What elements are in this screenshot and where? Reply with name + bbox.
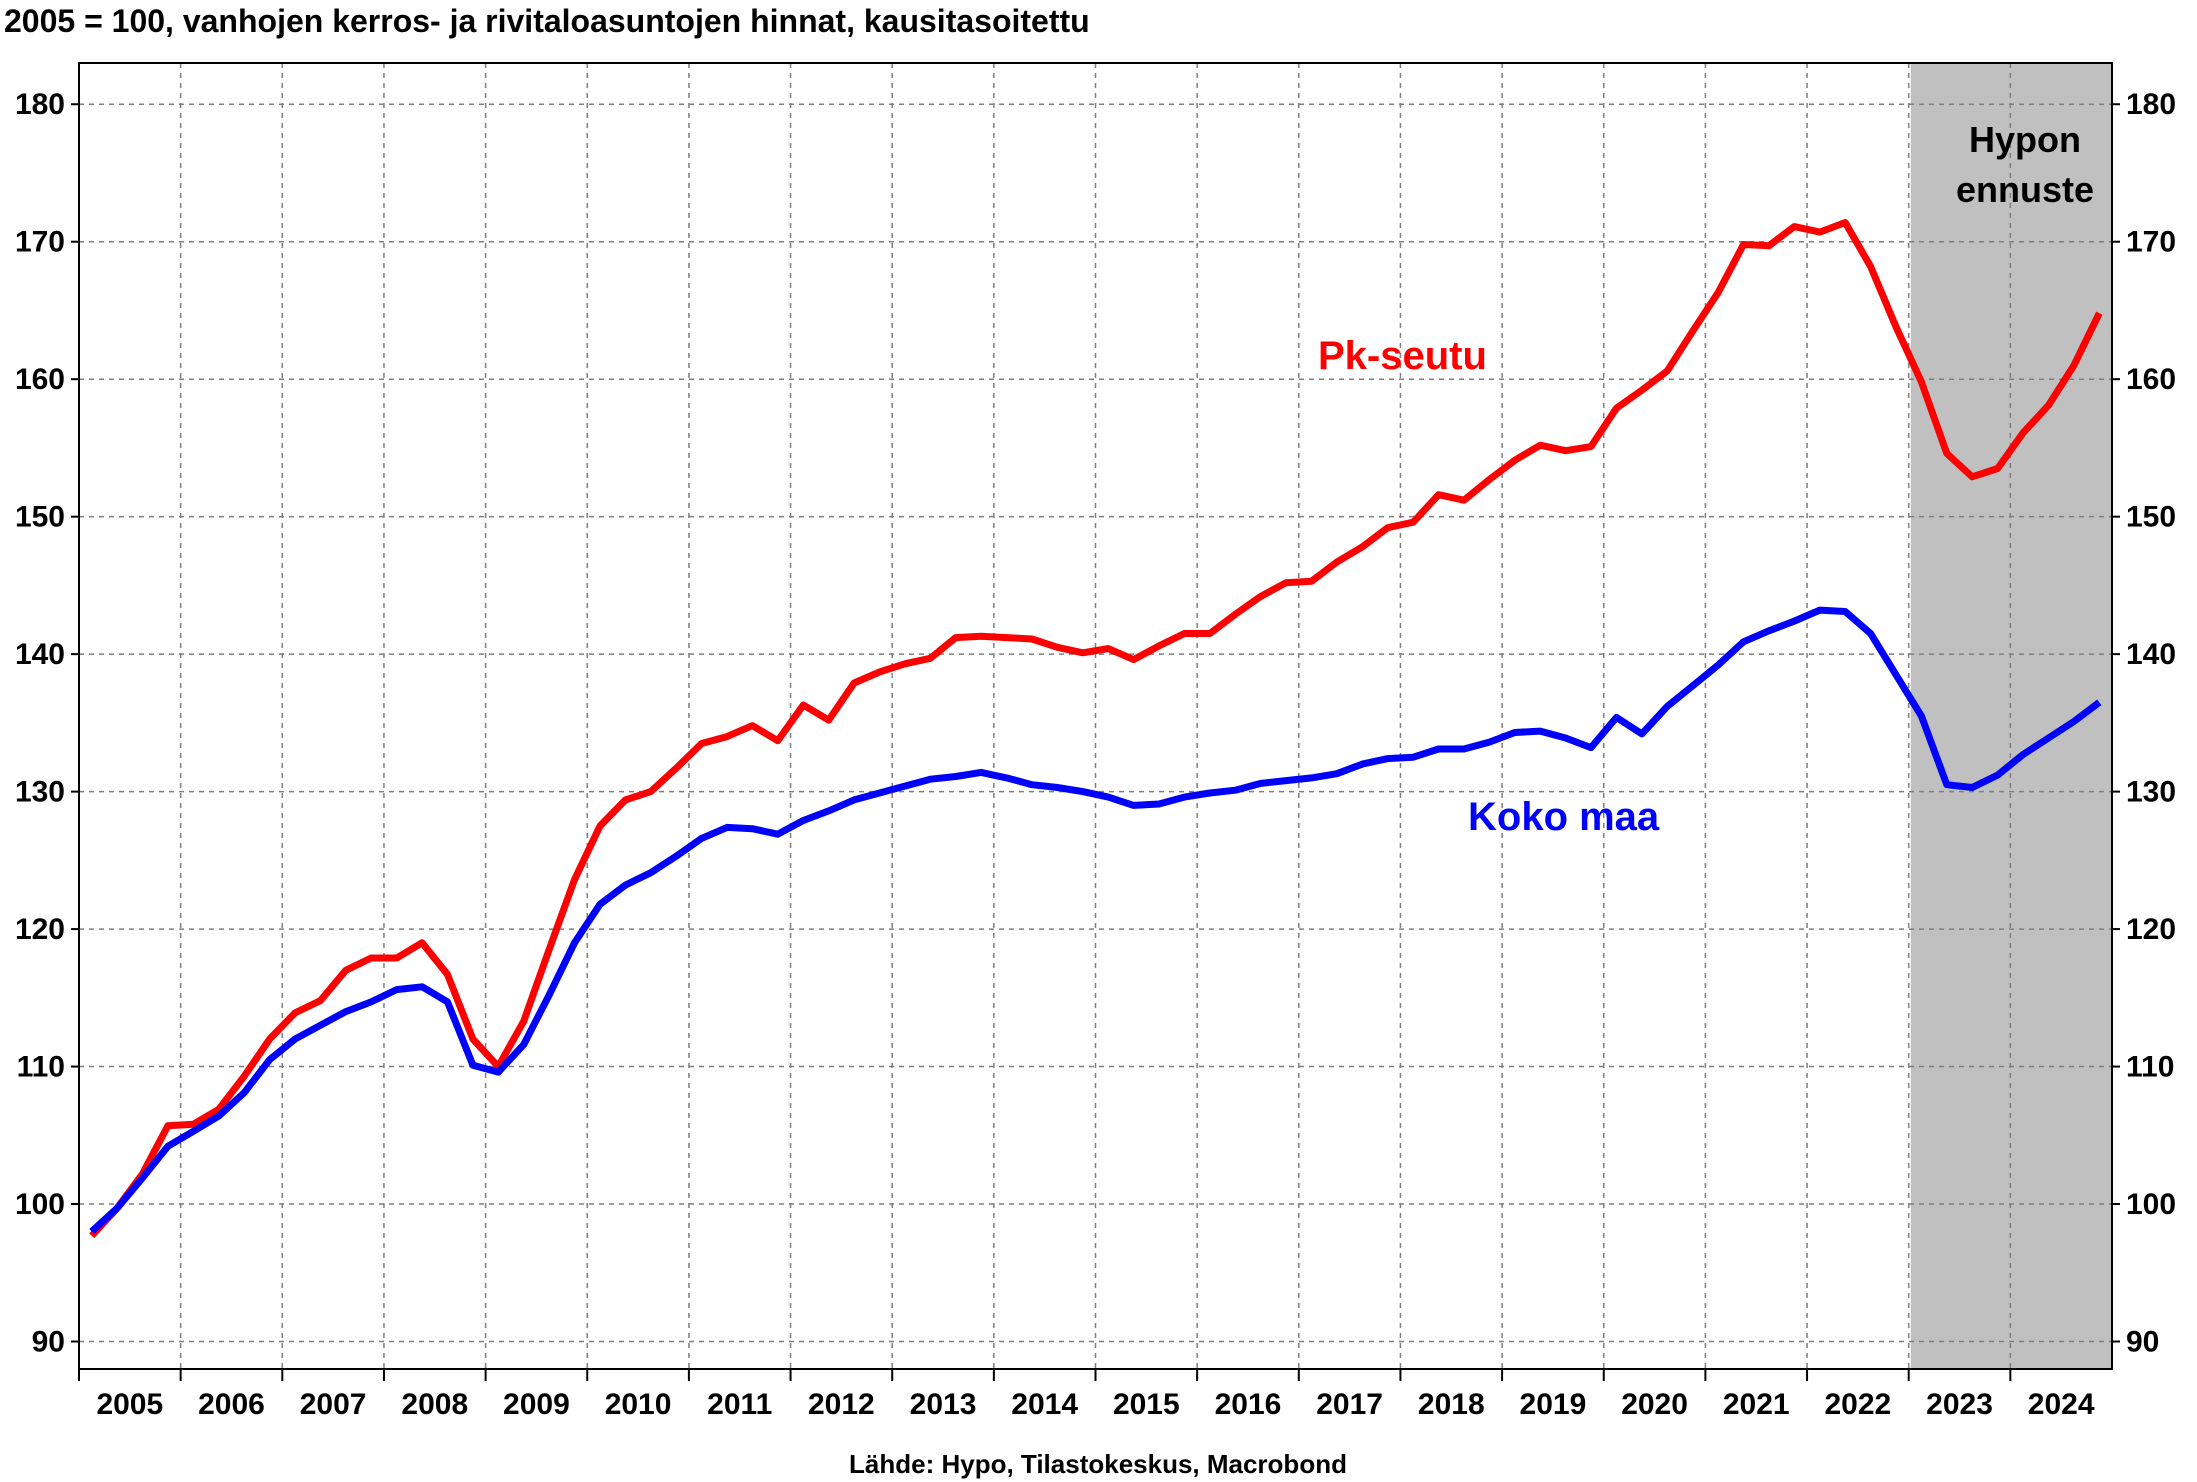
y-tick-label-left: 170: [15, 226, 65, 259]
x-tick-label: 2016: [1215, 1388, 1282, 1421]
y-tick-label-right: 90: [2126, 1326, 2159, 1359]
forecast-label-line-1: Hypon: [1969, 119, 2081, 160]
y-tick-label-right: 100: [2126, 1188, 2176, 1221]
x-tick-label: 2015: [1113, 1388, 1180, 1421]
y-tick-label-left: 110: [17, 1051, 65, 1084]
x-tick-label: 2020: [1621, 1388, 1688, 1421]
y-tick-label-left: 130: [15, 776, 65, 809]
y-tick-label-left: 160: [15, 363, 65, 396]
x-tick-label: 2023: [1926, 1388, 1993, 1421]
y-tick-label-right: 120: [2126, 913, 2176, 946]
x-tick-label: 2013: [910, 1388, 977, 1421]
x-tick-label: 2007: [300, 1388, 367, 1421]
x-tick-label: 2005: [96, 1388, 163, 1421]
y-tick-label-left: 90: [32, 1326, 65, 1359]
source-note: Lähde: Hypo, Tilastokeskus, Macrobond: [849, 1449, 1347, 1479]
y-tick-label-right: 160: [2126, 363, 2176, 396]
forecast-label-line-2: ennuste: [1956, 169, 2094, 210]
x-tick-label: 2006: [198, 1388, 265, 1421]
x-tick-label: 2008: [401, 1388, 468, 1421]
y-tick-label-right: 110: [2126, 1051, 2174, 1084]
y-tick-label-right: 140: [2126, 638, 2176, 671]
series-layer: [89, 219, 2103, 1239]
y-tick-label-right: 130: [2126, 776, 2176, 809]
x-tick-label: 2019: [1520, 1388, 1587, 1421]
x-tick-label: 2011: [707, 1388, 772, 1421]
x-tick-label: 2017: [1316, 1388, 1383, 1421]
series-line-koko-maa: [89, 606, 2102, 1235]
axis-layer: 90 90 100 100 110 110 120 120 130 130 140 140 150 150…: [15, 88, 2176, 1421]
y-tick-label-left: 180: [15, 88, 65, 121]
y-tick-label-right: 150: [2126, 501, 2176, 534]
x-tick-label: 2014: [1011, 1388, 1078, 1421]
annotation-koko-maa: Koko maa: [1468, 795, 1660, 839]
annotation-pk-seutu: Pk-seutu: [1318, 334, 1487, 378]
annotation-layer: Pk-seutu Koko maa Hypon ennuste: [1318, 119, 2094, 839]
x-tick-label: 2021: [1723, 1388, 1790, 1421]
x-tick-label: 2009: [503, 1388, 570, 1421]
series-line-pk-seutu: [89, 219, 2103, 1239]
y-tick-label-left: 120: [15, 913, 65, 946]
y-tick-label-right: 170: [2126, 226, 2176, 259]
y-tick-label-left: 150: [15, 501, 65, 534]
y-tick-label-right: 180: [2126, 88, 2176, 121]
x-tick-label: 2010: [605, 1388, 672, 1421]
x-tick-label: 2022: [1825, 1388, 1892, 1421]
x-tick-label: 2024: [2028, 1388, 2095, 1421]
y-tick-label-left: 140: [15, 638, 65, 671]
x-tick-label: 2012: [808, 1388, 875, 1421]
grid-layer: [79, 63, 2112, 1369]
y-tick-label-left: 100: [15, 1188, 65, 1221]
x-tick-label: 2018: [1418, 1388, 1485, 1421]
chart-title: 2005 = 100, vanhojen kerros- ja rivitalo…: [4, 3, 1090, 39]
